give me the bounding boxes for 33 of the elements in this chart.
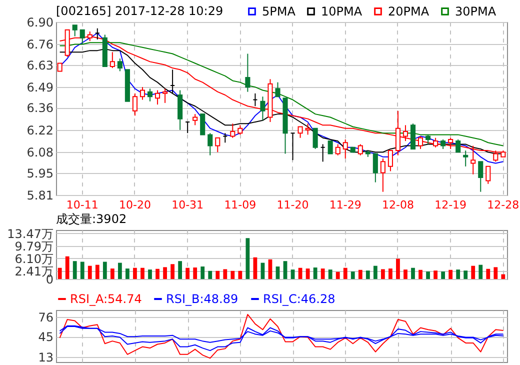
chart-title: [002165] 2017-12-28 10:29 xyxy=(56,4,224,18)
x-tick-label: 12-19 xyxy=(434,198,467,212)
x-tick-label: 11-20 xyxy=(276,198,309,212)
y-tick-label: 6.76 xyxy=(26,38,54,52)
y-tick-label: 45 xyxy=(38,330,54,344)
legend-label: RSI_B:48.89 xyxy=(166,292,238,306)
x-tick-label: 11-09 xyxy=(224,198,256,212)
x-tick-label: 10-20 xyxy=(118,198,151,212)
x-tick-label: 12-08 xyxy=(382,198,414,212)
y-tick-label: 13.47万 xyxy=(7,226,54,241)
legend-label: 10PMA xyxy=(321,4,363,18)
y-tick-label: 5.95 xyxy=(26,166,54,180)
y-tick-label: 9.79万 xyxy=(14,239,54,254)
y-tick-label: 6.08 xyxy=(26,146,54,160)
series-label: RSI_A:54.74 xyxy=(70,292,142,306)
x-tick-label: 10-11 xyxy=(66,198,98,212)
y-tick-label: 6.22 xyxy=(26,123,54,138)
y-tick-label: 6.90 xyxy=(26,16,54,30)
chart-title: 成交量:3902 xyxy=(56,212,127,226)
legend-label: 30PMA xyxy=(455,4,497,18)
y-tick-label: 13 xyxy=(38,350,54,364)
x-tick-label: 11-29 xyxy=(329,198,362,212)
legend-label: RSI_C:46.28 xyxy=(263,292,336,306)
x-tick-label: 10-31 xyxy=(172,198,204,212)
y-tick-label: 6.10万 xyxy=(14,252,54,266)
y-tick-label: 76 xyxy=(38,310,54,324)
y-tick-label: 6.63 xyxy=(26,58,54,72)
legend-label: 5PMA xyxy=(262,4,296,18)
x-tick-label: 12-28 xyxy=(487,198,520,212)
y-tick-label: 5.81 xyxy=(26,188,54,202)
y-tick-label: 6.36 xyxy=(26,101,54,116)
y-tick-label: 6.49 xyxy=(26,80,54,95)
legend-label: 20PMA xyxy=(388,4,430,18)
